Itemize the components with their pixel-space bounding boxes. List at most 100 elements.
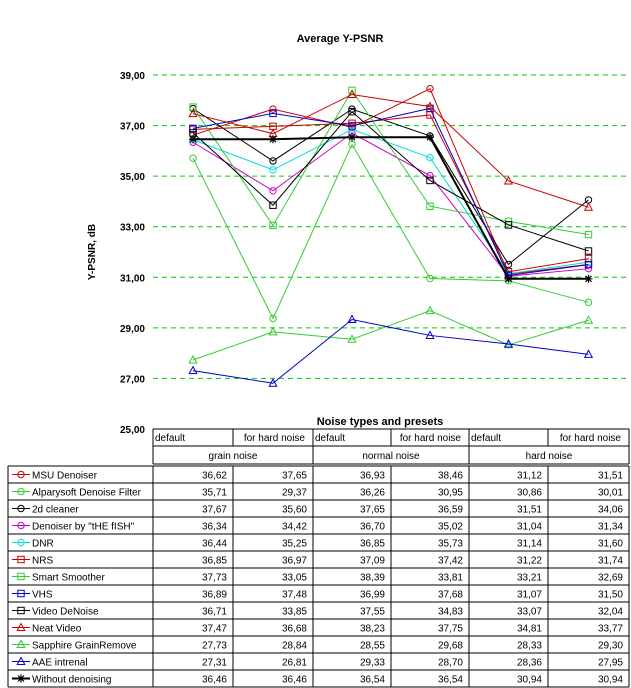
table-value: 29,33 (360, 658, 385, 669)
data-point (348, 122, 356, 130)
series-line (192, 310, 589, 361)
table-value: 35,73 (438, 539, 463, 550)
series-line (192, 107, 589, 277)
data-point (189, 154, 197, 162)
data-point (348, 86, 356, 95)
data-point (347, 89, 357, 98)
table-value: 36,99 (360, 590, 385, 601)
table-value: 37,42 (438, 556, 463, 567)
table-value: 37,67 (202, 505, 227, 516)
table-value: 32,69 (598, 573, 623, 584)
table-value: 30,86 (517, 488, 542, 499)
table-value: 37,68 (438, 590, 463, 601)
table-value: 28,70 (438, 658, 463, 669)
y-tick-label: 37,00 (120, 122, 145, 133)
table-value: 33,85 (282, 607, 307, 618)
legend-marker (17, 555, 25, 564)
legend-marker (17, 674, 25, 683)
y-tick-label: 33,00 (120, 223, 145, 234)
table-value: 34,06 (598, 505, 623, 516)
data-point (504, 274, 513, 283)
data-point (269, 221, 277, 230)
table-value: 36,62 (202, 471, 227, 482)
table-value: 33,81 (438, 573, 463, 584)
data-point (504, 221, 513, 229)
data-point (584, 260, 593, 269)
table-value: 37,47 (202, 624, 227, 635)
series-line (192, 108, 589, 266)
table-value: 35,02 (438, 522, 463, 533)
y-tick-label: 31,00 (120, 273, 145, 284)
table-value: 36,44 (202, 539, 227, 550)
table-value: 29,37 (282, 488, 307, 499)
legend-label: VHS (32, 590, 53, 601)
table-value: 36,59 (438, 505, 463, 516)
data-point (268, 326, 278, 336)
y-tick-label: 25,00 (120, 425, 145, 436)
preset-label: default (155, 433, 185, 444)
table-value: 26,81 (282, 658, 307, 669)
group-label: hard noise (526, 451, 573, 462)
table-value: 27,73 (202, 641, 227, 652)
group-label: normal noise (362, 451, 420, 462)
table-value: 29,30 (598, 641, 623, 652)
legend-marker (16, 622, 26, 631)
table-value: 27,95 (598, 658, 623, 669)
table-value: 31,22 (517, 556, 542, 567)
data-point (426, 171, 434, 180)
legend-label: Sapphire GrainRemove (32, 641, 137, 652)
table-value: 31,60 (598, 539, 623, 550)
legend-marker (17, 504, 25, 513)
table-value: 36,70 (360, 522, 385, 533)
group-label: grain noise (209, 451, 258, 462)
table-value: 37,65 (282, 471, 307, 482)
table-value: 31,74 (598, 556, 623, 567)
series-line (192, 318, 589, 384)
legend-label: NRS (32, 556, 53, 567)
y-tick-label: 39,00 (120, 71, 145, 82)
data-point (188, 108, 198, 118)
table-value: 35,25 (282, 539, 307, 550)
data-point (269, 109, 277, 118)
data-point (269, 314, 277, 323)
legend-label: MSU Denoiser (32, 471, 98, 482)
table-value: 31,07 (517, 590, 542, 601)
data-point (503, 338, 514, 348)
table-value: 33,21 (517, 573, 542, 584)
table-value: 34,42 (282, 522, 307, 533)
data-point (583, 315, 594, 324)
data-point (269, 166, 277, 174)
table-value: 31,50 (598, 590, 623, 601)
series-line (192, 110, 589, 252)
table-value: 28,36 (517, 658, 542, 669)
y-tick-label: 35,00 (120, 172, 145, 183)
table-value: 36,54 (438, 675, 463, 686)
data-point (426, 274, 434, 283)
table-value: 30,94 (517, 675, 542, 686)
table-value: 36,93 (360, 471, 385, 482)
table-value: 31,51 (517, 505, 542, 516)
table-value: 31,14 (517, 539, 542, 550)
legend-marker (16, 639, 26, 648)
legend-label: Denoiser by "tHE fISH" (32, 522, 135, 533)
data-point (426, 202, 434, 210)
series-line (192, 132, 589, 277)
data-point (347, 334, 357, 343)
table-value: 37,75 (438, 624, 463, 635)
series-line (193, 136, 589, 280)
table-value: 30,94 (598, 675, 623, 686)
data-point (188, 354, 198, 364)
chart-title: Average Y-PSNR (297, 33, 384, 45)
table-value: 38,46 (438, 471, 463, 482)
table-value: 34,81 (517, 624, 542, 635)
table-value: 36,97 (282, 556, 307, 567)
table-value: 32,04 (598, 607, 623, 618)
table-value: 36,85 (202, 556, 227, 567)
data-point (425, 305, 435, 315)
table-value: 31,12 (517, 471, 542, 482)
table-value: 34,83 (438, 607, 463, 618)
data-point (189, 135, 197, 144)
legend-label: 2d cleaner (32, 505, 79, 516)
data-point (426, 84, 434, 93)
legend-marker (16, 656, 26, 665)
